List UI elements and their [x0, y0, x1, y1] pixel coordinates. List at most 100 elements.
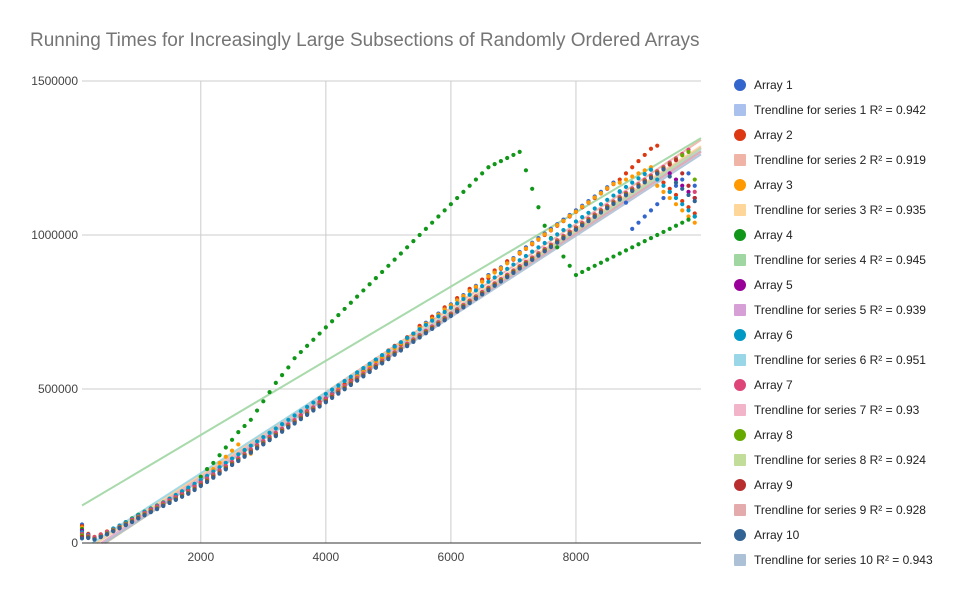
data-point-series-6 — [555, 232, 560, 237]
data-point-series-4 — [204, 466, 210, 472]
data-point-series-4 — [411, 239, 416, 244]
data-point-series-3 — [667, 195, 672, 201]
data-point-series-2 — [680, 199, 685, 204]
data-point-series-6 — [598, 202, 604, 207]
legend-label: Trendline for series 1 R² = 0.942 — [754, 102, 926, 117]
data-point-series-2 — [642, 152, 647, 158]
data-point-series-6 — [536, 245, 541, 250]
data-point-series-6 — [217, 465, 222, 470]
legend-item-array-8: Array 8 — [734, 422, 954, 447]
data-point-series-10 — [686, 192, 691, 198]
data-point-series-6 — [348, 374, 353, 379]
data-point-series-10 — [586, 219, 591, 224]
data-point-series-6 — [298, 409, 303, 414]
data-point-series-6 — [405, 335, 410, 340]
data-point-series-4 — [355, 294, 360, 299]
data-point-series-4 — [367, 282, 372, 287]
data-point-series-10 — [92, 537, 97, 542]
data-point-series-6 — [692, 214, 697, 219]
data-point-series-6 — [330, 387, 335, 392]
data-point-series-4 — [542, 223, 547, 228]
data-point-series-3 — [461, 293, 466, 299]
data-point-series-6 — [430, 318, 435, 323]
data-point-series-3 — [623, 177, 629, 182]
data-point-series-9 — [667, 162, 672, 167]
data-point-series-6 — [511, 262, 516, 267]
legend-label: Array 5 — [754, 277, 793, 292]
data-point-series-10 — [517, 266, 522, 271]
data-point-series-4 — [517, 149, 522, 154]
data-point-series-6 — [630, 180, 635, 185]
legend-label: Array 8 — [754, 427, 793, 442]
data-point-series-6 — [261, 434, 266, 440]
data-point-series-4 — [536, 205, 541, 210]
data-point-series-10 — [642, 180, 647, 185]
data-point-series-10 — [380, 361, 385, 366]
y-tick-label: 1500000 — [31, 74, 78, 88]
data-point-series-10 — [423, 331, 428, 336]
data-point-series-6 — [229, 456, 235, 461]
data-point-series-10 — [455, 309, 460, 314]
data-point-series-4 — [430, 220, 435, 225]
data-point-series-1 — [623, 200, 629, 205]
legend-item-array-10: Array 10 — [734, 522, 954, 547]
data-point-series-5 — [686, 189, 691, 194]
data-point-series-4 — [480, 171, 485, 176]
data-point-series-9 — [692, 195, 697, 201]
data-point-series-10 — [505, 275, 510, 280]
data-point-series-3 — [686, 214, 691, 219]
data-point-series-10 — [623, 193, 629, 198]
data-point-series-4 — [623, 248, 629, 253]
data-point-series-2 — [692, 211, 697, 216]
data-point-series-3 — [517, 250, 522, 255]
data-point-series-3 — [630, 174, 635, 179]
y-tick-label: 500000 — [38, 382, 78, 396]
data-point-series-4 — [630, 245, 635, 250]
data-point-series-3 — [505, 261, 510, 266]
data-point-series-3 — [536, 237, 541, 242]
data-point-series-10 — [236, 458, 241, 464]
data-point-series-4 — [555, 245, 560, 250]
data-point-series-10 — [680, 186, 685, 191]
data-point-series-10 — [548, 244, 554, 250]
data-point-series-6 — [611, 193, 616, 198]
data-point-series-4 — [392, 257, 397, 262]
data-point-series-6 — [455, 301, 460, 306]
data-point-series-4 — [211, 460, 216, 466]
data-point-series-6 — [486, 279, 491, 284]
data-point-series-4 — [236, 430, 241, 435]
data-point-series-2 — [686, 205, 691, 210]
legend-item-trendline-3: Trendline for series 3 R² = 0.935 — [734, 197, 954, 222]
data-point-series-10 — [405, 344, 410, 349]
data-point-series-10 — [136, 516, 141, 521]
data-point-series-6 — [380, 353, 385, 358]
data-point-series-3 — [492, 270, 497, 275]
data-point-series-6 — [223, 460, 228, 466]
data-point-series-3 — [573, 209, 579, 214]
data-point-series-6 — [492, 275, 497, 280]
data-point-series-6 — [292, 413, 297, 418]
data-point-series-2 — [667, 186, 672, 191]
data-point-series-10 — [167, 500, 172, 506]
data-point-series-6 — [548, 236, 554, 241]
data-point-series-4 — [405, 245, 410, 250]
data-point-series-4 — [648, 235, 654, 241]
data-point-series-9 — [686, 183, 691, 188]
legend-label: Array 9 — [754, 477, 793, 492]
data-point-series-10 — [467, 300, 472, 306]
data-point-series-10 — [492, 283, 497, 288]
data-point-series-10 — [580, 223, 585, 228]
legend-label: Array 1 — [754, 77, 793, 92]
data-point-series-4 — [386, 263, 391, 268]
legend-item-trendline-8: Trendline for series 8 R² = 0.924 — [734, 447, 954, 472]
data-point-series-4 — [398, 251, 403, 256]
data-point-series-3 — [642, 168, 647, 173]
data-point-series-2 — [636, 158, 641, 164]
data-point-series-1 — [648, 208, 654, 213]
legend-swatch — [734, 528, 746, 541]
data-point-series-2 — [648, 146, 654, 151]
data-point-series-4 — [673, 223, 679, 228]
data-point-series-10 — [123, 523, 128, 528]
data-point-series-2 — [661, 180, 666, 185]
data-point-series-10 — [530, 257, 535, 263]
